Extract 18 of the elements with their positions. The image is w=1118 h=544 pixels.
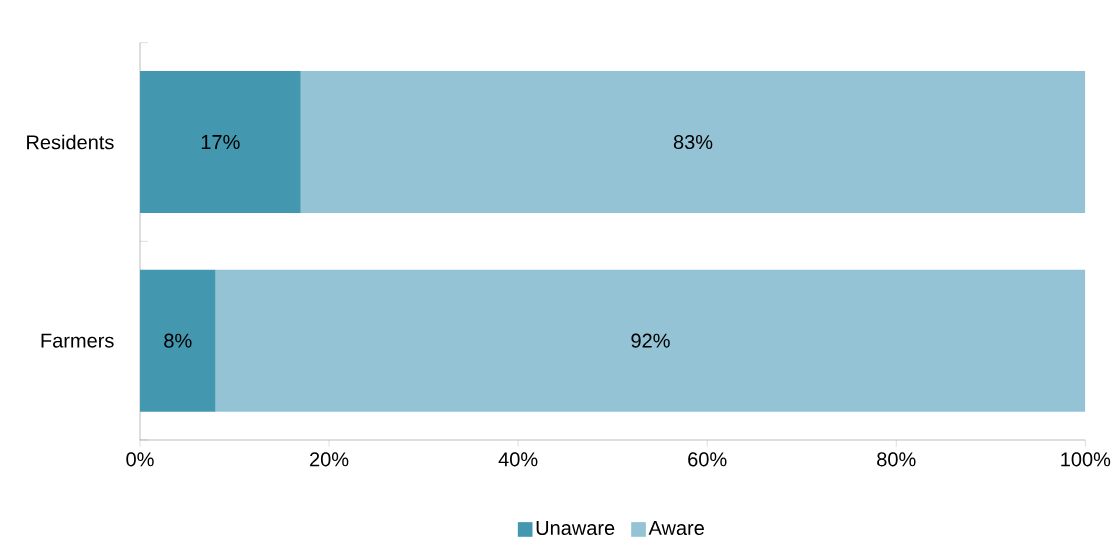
x-tick-label: 20% [310,452,349,467]
data-label: 92% [631,333,670,348]
data-label: 17% [201,135,240,150]
x-tick-label: 100% [1061,452,1111,467]
data-label: 83% [673,134,713,150]
bar [140,70,301,214]
legend-label: Unaware [536,521,615,536]
data-label: 8% [164,333,192,348]
y-tick-label: Residents [27,134,114,150]
bar [300,70,1086,214]
x-tick-label: 40% [498,452,538,467]
x-tick-label: 0% [126,452,154,467]
bar [215,269,1086,412]
y-tick-label: Farmers [41,333,114,348]
legend-label: Aware [648,521,704,536]
bar [140,269,216,412]
x-tick-label: 80% [877,452,916,467]
x-tick-label: 60% [688,452,727,467]
